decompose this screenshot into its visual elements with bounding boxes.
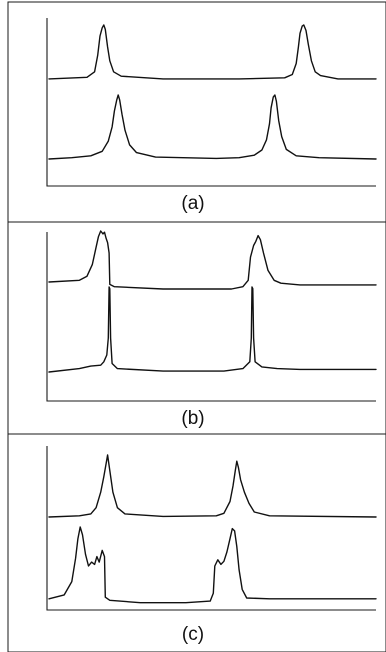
panel-a-trace-upper: [48, 24, 377, 80]
panel-c-frame: [7, 433, 386, 652]
panel-b-frame: [7, 221, 386, 435]
panel-c-trace-lower: [48, 526, 377, 604]
panel-b-trace-lower: [48, 286, 377, 373]
panel-c-label: (c): [182, 624, 204, 645]
panel-a-axes: [46, 18, 376, 187]
panel-a-frame: [7, 1, 386, 223]
panel-b-label: (b): [181, 408, 204, 429]
panel-a-trace-lower: [48, 94, 377, 160]
panel-c-axes: [46, 446, 376, 611]
panel-b-axes: [46, 232, 376, 402]
panel-c-trace-upper: [48, 454, 377, 518]
panel-b-trace-upper: [48, 230, 377, 290]
panel-a-label: (a): [181, 193, 204, 214]
